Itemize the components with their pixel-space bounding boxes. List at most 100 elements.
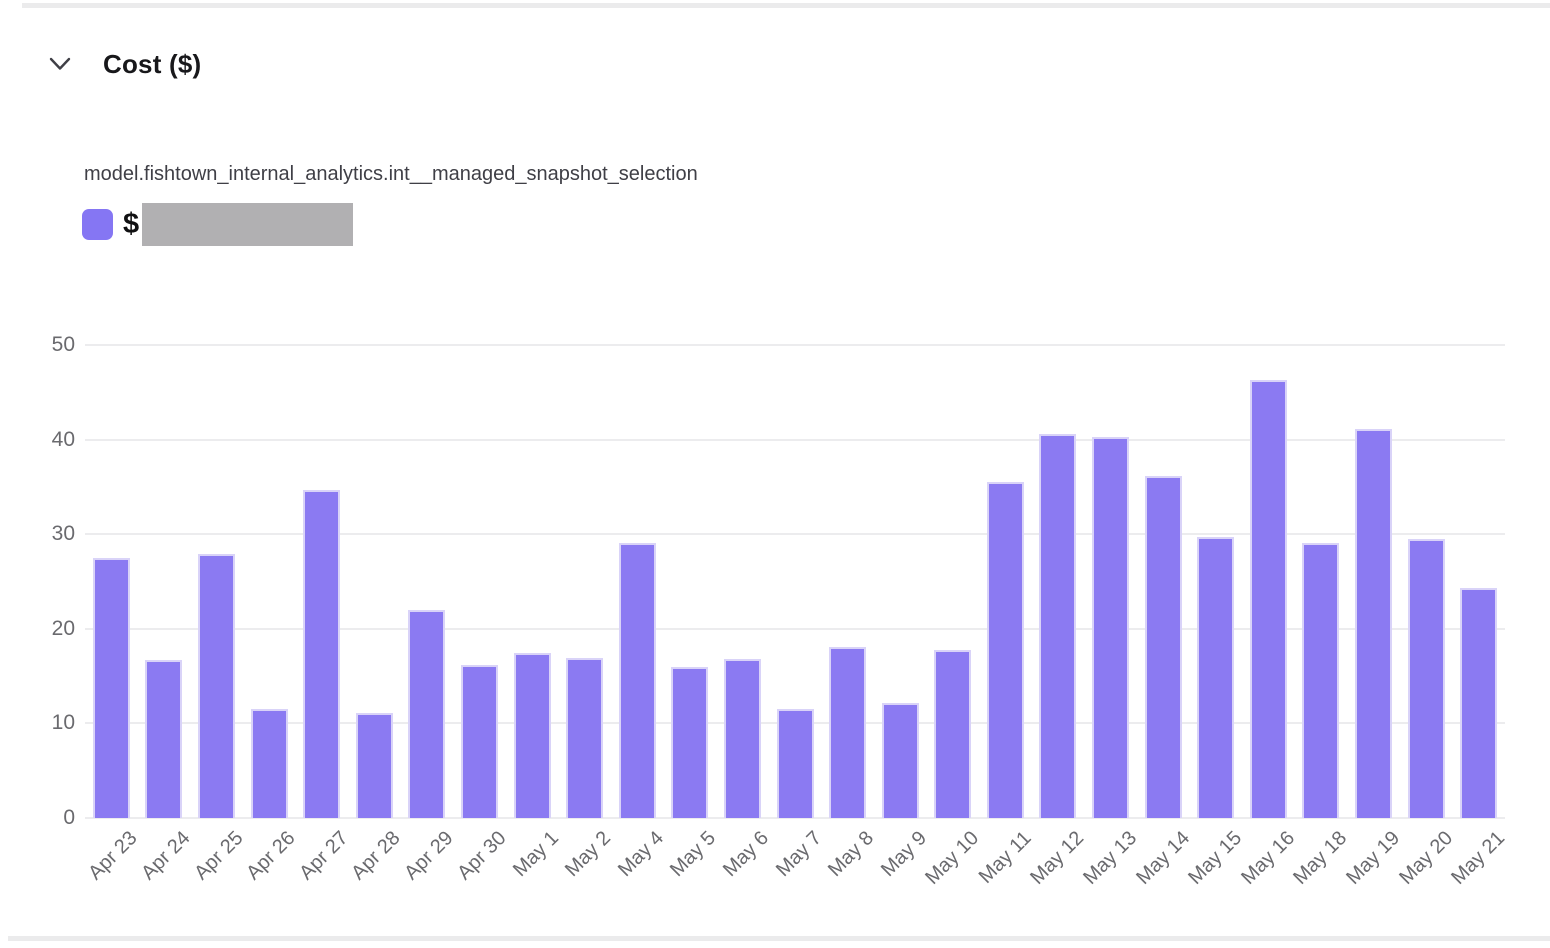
redacted-value: [142, 202, 354, 246]
bar[interactable]: [1460, 588, 1498, 818]
bar[interactable]: [776, 709, 814, 818]
y-tick-label: 10: [51, 711, 75, 735]
bar[interactable]: [1302, 542, 1340, 818]
x-tick-label: May 10: [921, 827, 984, 889]
bar[interactable]: [1092, 436, 1130, 818]
legend-item[interactable]: $: [82, 202, 354, 246]
bar-slot: Apr 30: [453, 345, 510, 884]
bar-slot: May 10: [921, 345, 983, 889]
bar[interactable]: [1039, 433, 1077, 818]
x-tick-label: May 4: [613, 827, 668, 882]
x-tick-label: Apr 24: [137, 827, 195, 885]
x-tick-label: May 14: [1131, 827, 1194, 889]
chevron-down-icon: [49, 57, 71, 70]
y-tick-label: 40: [51, 427, 75, 451]
bar[interactable]: [671, 666, 709, 818]
bar[interactable]: [881, 702, 919, 818]
bar[interactable]: [303, 489, 341, 818]
x-tick-label: Apr 29: [400, 827, 458, 885]
section-title: Cost ($): [103, 48, 202, 79]
bar-series: Apr 23 Apr 24 Apr 25 Apr 26 Apr 27 Apr 28 Apr …: [85, 345, 1509, 889]
bar-slot: Apr 27: [295, 345, 352, 884]
bar[interactable]: [513, 653, 551, 818]
gridline: [85, 817, 1505, 819]
x-tick-label: Apr 27: [294, 827, 353, 885]
bar-slot: Apr 26: [242, 345, 300, 884]
bar-slot: May 13: [1079, 345, 1141, 889]
gridline: [85, 627, 1505, 630]
bar[interactable]: [723, 659, 761, 818]
bar-slot: Apr 24: [137, 345, 194, 884]
bar-slot: May 16: [1237, 345, 1299, 889]
bar-slot: May 7: [769, 345, 826, 881]
bar-slot: May 11: [975, 345, 1036, 888]
bar[interactable]: [408, 609, 446, 818]
x-tick-label: May 18: [1289, 827, 1352, 889]
x-tick-label: Apr 23: [84, 827, 142, 885]
chart-series-title: model.fishtown_internal_analytics.int__m…: [84, 163, 698, 185]
legend-label: $: [123, 207, 140, 240]
top-divider: [22, 3, 1550, 8]
y-tick-label: 50: [51, 333, 75, 356]
cost-bar-chart: 0 10 20 30 40 50 Apr 23 Apr 24 Apr 25 Apr 26 Apr …: [0, 333, 1550, 905]
x-tick-label: May 11: [975, 827, 1036, 888]
bar[interactable]: [1144, 475, 1182, 818]
bar-slot: May 4: [611, 345, 668, 881]
bar-slot: Apr 23: [85, 345, 142, 884]
bar[interactable]: [145, 660, 183, 818]
bar[interactable]: [250, 709, 288, 818]
x-tick-label: May 21: [1447, 827, 1510, 889]
x-tick-label: May 13: [1079, 827, 1142, 889]
x-tick-label: May 5: [666, 827, 721, 882]
bar[interactable]: [618, 542, 656, 818]
plot-area: Apr 23 Apr 24 Apr 25 Apr 26 Apr 27 Apr 28 Apr …: [85, 344, 1509, 889]
bar[interactable]: [197, 554, 235, 818]
x-tick-label: May 15: [1184, 827, 1247, 889]
bar[interactable]: [460, 664, 498, 818]
bar-slot: May 15: [1184, 345, 1246, 889]
x-tick-label: Apr 25: [189, 827, 248, 885]
bar-slot: May 1: [506, 345, 563, 881]
bar[interactable]: [92, 557, 130, 818]
gridline: [85, 533, 1505, 536]
x-tick-label: May 20: [1394, 827, 1457, 889]
x-tick-label: May 12: [1026, 827, 1089, 889]
bar-slot: May 20: [1395, 345, 1457, 889]
bar[interactable]: [934, 649, 972, 818]
bar[interactable]: [986, 482, 1024, 818]
bar-slot: May 2: [558, 345, 615, 881]
bottom-divider: [8, 936, 1550, 941]
x-tick-label: May 1: [508, 827, 563, 882]
section-header: Cost ($): [48, 46, 201, 82]
bar[interactable]: [355, 713, 393, 818]
x-tick-label: May 8: [824, 827, 879, 882]
bar-slot: May 5: [664, 345, 720, 881]
bar-slot: Apr 28: [348, 345, 405, 884]
bar[interactable]: [1197, 537, 1235, 818]
x-tick-label: Apr 28: [347, 827, 405, 885]
bar-slot: May 14: [1132, 345, 1194, 889]
bar-slot: Apr 25: [190, 345, 247, 884]
collapse-chevron-button[interactable]: [48, 52, 72, 76]
bar-slot: May 6: [716, 345, 773, 881]
bar[interactable]: [829, 646, 867, 818]
legend-swatch-icon: [82, 208, 113, 240]
gridline: [85, 438, 1505, 441]
x-tick-label: Apr 26: [242, 827, 300, 885]
bar[interactable]: [1355, 429, 1393, 818]
x-tick-label: May 7: [771, 827, 826, 882]
bar[interactable]: [566, 658, 604, 818]
bar-slot: May 18: [1290, 345, 1352, 889]
bar-slot: Apr 29: [400, 345, 457, 884]
bar[interactable]: [1407, 538, 1445, 818]
y-tick-label: 0: [63, 806, 75, 829]
bar-slot: May 8: [821, 345, 878, 881]
x-tick-label: May 19: [1342, 827, 1405, 889]
bar-slot: May 12: [1027, 345, 1089, 889]
bar-slot: May 21: [1447, 345, 1509, 889]
bar[interactable]: [1249, 380, 1287, 818]
gridline: [85, 344, 1505, 346]
y-tick-label: 20: [51, 616, 75, 640]
bar-slot: May 9: [874, 345, 931, 881]
bar-slot: May 19: [1342, 345, 1404, 889]
